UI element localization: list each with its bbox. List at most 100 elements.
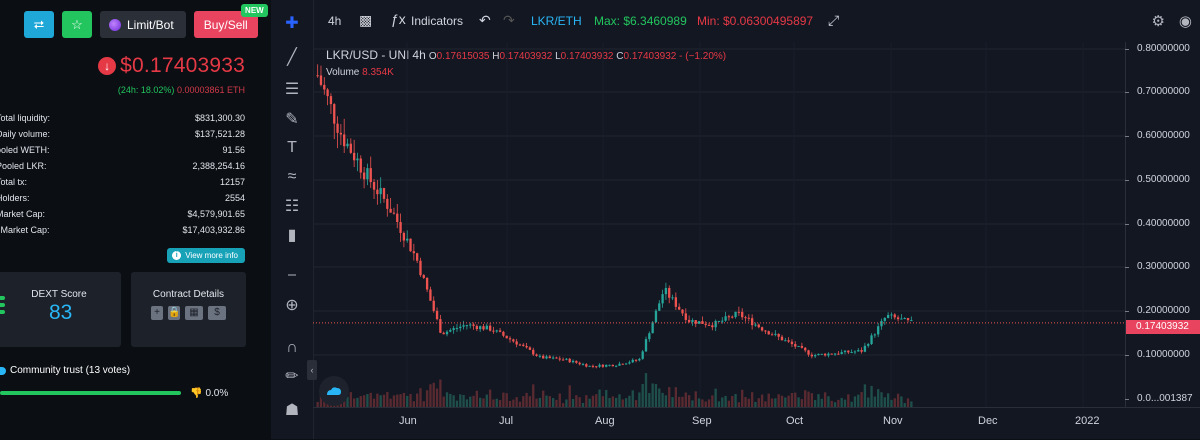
volume-bar	[896, 393, 900, 407]
share-button[interactable]: ⮂	[24, 11, 54, 38]
time-axis[interactable]: Jun Jul Aug Sep Oct Nov Dec 2022	[313, 407, 1200, 440]
action-bar: ⮂ ☆ Limit/Bot Buy/Sell NEW	[24, 4, 268, 38]
candle	[362, 172, 366, 180]
volume-bar	[867, 397, 870, 407]
volume-bar	[704, 401, 707, 407]
volume-bar	[601, 396, 605, 407]
limit-bot-button[interactable]: Limit/Bot	[100, 11, 186, 38]
dext-score-card[interactable]: DEXT Score 83	[0, 272, 121, 347]
candle	[641, 351, 644, 359]
dislike-button[interactable]: 👎 0.0%	[190, 388, 228, 399]
volume-bar	[605, 389, 608, 407]
volume-bar	[664, 395, 668, 407]
candle	[833, 353, 837, 355]
chart-top-toolbar: 4h ▩ ƒx Indicators ↶ ↷ LKR/ETH Max: $6.3…	[313, 0, 1200, 42]
settings-gear-icon[interactable]: ⚙	[1151, 13, 1165, 30]
tradingview-logo[interactable]	[319, 376, 349, 406]
stat-row: Daily volume: $137,521.28	[0, 129, 245, 145]
candle	[843, 350, 847, 353]
low-value: 0.17403932	[560, 51, 614, 62]
bookmark-icon[interactable]: ▮	[287, 227, 297, 244]
crosshair-icon[interactable]: ✚	[285, 15, 299, 32]
undo-icon[interactable]: ↶	[479, 12, 491, 28]
price-tick: 0.10000000	[1125, 349, 1190, 360]
stat-value: $4,579,901.65	[187, 209, 245, 219]
lock-icon[interactable]: ☗	[284, 402, 300, 419]
candle	[621, 363, 624, 365]
volume-bar	[372, 398, 376, 407]
candle	[661, 294, 664, 304]
candle	[741, 311, 744, 318]
candle	[674, 297, 678, 307]
pair-toggle[interactable]: LKR/ETH	[531, 14, 582, 28]
community-trust-label: Community trust (13 votes)	[10, 365, 131, 376]
candle	[482, 326, 485, 330]
candle	[830, 353, 833, 355]
volume-bar	[598, 389, 601, 407]
collapse-toolbar-button[interactable]: ‹	[307, 360, 317, 380]
volume-bar	[883, 397, 886, 407]
volume-bar	[512, 399, 515, 407]
view-more-info-button[interactable]: i View more info	[167, 248, 245, 263]
candle	[857, 350, 860, 352]
lock-drawing-icon[interactable]: ✏	[285, 368, 299, 385]
candle	[595, 366, 598, 368]
volume-bar	[741, 389, 744, 407]
price-chart[interactable]	[313, 42, 1125, 407]
candle	[538, 355, 542, 357]
volume-bar	[711, 395, 714, 407]
candle	[837, 353, 840, 355]
candle	[764, 330, 767, 332]
volume-bar	[873, 396, 877, 407]
candle	[406, 238, 409, 241]
camera-icon[interactable]: ◉	[1178, 13, 1192, 30]
max-price: Max: $6.3460989	[594, 14, 687, 28]
prediction-icon[interactable]: ☷	[284, 198, 300, 215]
candle	[366, 168, 369, 180]
stat-value: $831,300.30	[194, 113, 245, 123]
candle	[820, 353, 823, 355]
candle	[777, 333, 780, 337]
magnet-icon[interactable]: ∩	[286, 339, 298, 356]
stat-value: 12157	[219, 177, 245, 187]
pattern-icon[interactable]: ≈	[287, 168, 297, 185]
volume-bar	[465, 399, 469, 407]
stat-row: Holders: 2554	[0, 193, 245, 209]
buy-sell-button[interactable]: Buy/Sell NEW	[193, 4, 268, 38]
volume-bar	[349, 392, 352, 407]
fib-tools-icon[interactable]: ☰	[284, 81, 300, 98]
stat-label: Pooled LKR:	[0, 161, 47, 171]
interval-button[interactable]: 4h	[328, 14, 342, 28]
volume-bar	[445, 392, 449, 407]
fx-icon[interactable]: ƒx	[391, 11, 406, 27]
volume-bar	[399, 394, 402, 407]
candle	[731, 316, 734, 318]
text-icon[interactable]: T	[287, 139, 297, 156]
volume-bar	[903, 403, 906, 407]
fullscreen-icon[interactable]: ⤢	[828, 12, 840, 28]
candle	[724, 316, 727, 321]
zoom-in-icon[interactable]: ⊕	[285, 297, 299, 314]
trend-line-icon[interactable]: ╱	[287, 49, 297, 66]
volume-bar	[528, 396, 532, 407]
redo-icon[interactable]: ↷	[503, 12, 515, 28]
candle	[316, 75, 319, 77]
brush-icon[interactable]: ✎	[285, 111, 299, 128]
volume-bar	[886, 393, 890, 407]
candle	[747, 317, 750, 319]
candle	[558, 358, 561, 360]
volume-bar	[850, 401, 853, 407]
favorite-button[interactable]: ☆	[62, 11, 92, 38]
contract-details-card[interactable]: Contract Details + 🔒 ▦ $	[131, 272, 246, 347]
candle	[442, 332, 445, 335]
volume-bar	[416, 393, 419, 407]
candles-icon[interactable]: ▩	[359, 12, 373, 28]
time-tick: Dec	[978, 415, 998, 427]
price-axis[interactable]: 0.80000000 0.70000000 0.60000000 0.50000000…	[1125, 42, 1200, 407]
candle	[409, 238, 412, 252]
ruler-icon[interactable]: ⎯	[287, 266, 296, 283]
change-value: - (−1.20%)	[679, 51, 727, 62]
indicators-button[interactable]: Indicators	[411, 14, 464, 28]
candle	[372, 182, 376, 190]
candle	[522, 344, 525, 346]
